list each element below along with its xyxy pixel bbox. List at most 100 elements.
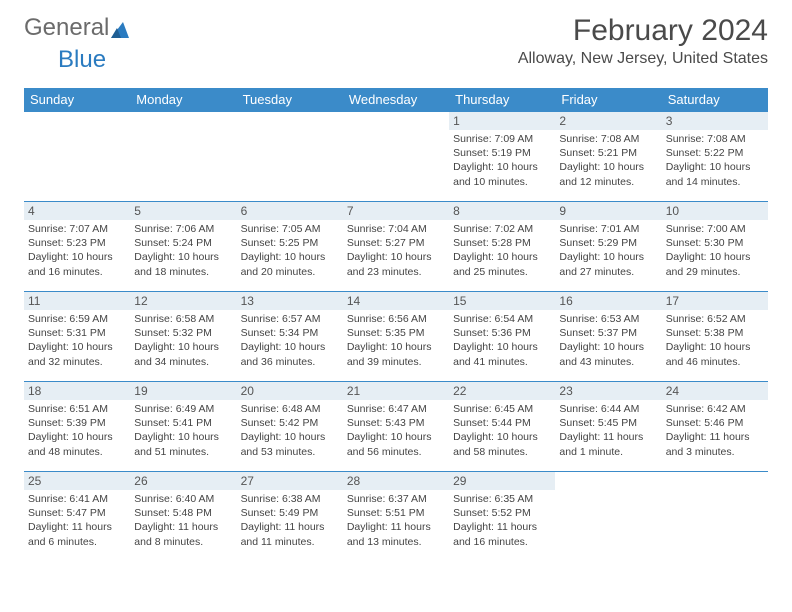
weekday-header: Tuesday: [237, 88, 343, 112]
day-detail: Sunrise: 7:08 AMSunset: 5:21 PMDaylight:…: [555, 130, 661, 189]
calendar-day-cell: 1Sunrise: 7:09 AMSunset: 5:19 PMDaylight…: [449, 112, 555, 202]
calendar-day-cell: 4Sunrise: 7:07 AMSunset: 5:23 PMDaylight…: [24, 202, 130, 292]
day-detail: Sunrise: 7:01 AMSunset: 5:29 PMDaylight:…: [555, 220, 661, 279]
day-number: 22: [449, 382, 555, 400]
day-detail: Sunrise: 7:00 AMSunset: 5:30 PMDaylight:…: [662, 220, 768, 279]
day-number: 12: [130, 292, 236, 310]
day-detail: Sunrise: 6:51 AMSunset: 5:39 PMDaylight:…: [24, 400, 130, 459]
calendar-day-cell: 7Sunrise: 7:04 AMSunset: 5:27 PMDaylight…: [343, 202, 449, 292]
day-number: 16: [555, 292, 661, 310]
day-number: 20: [237, 382, 343, 400]
day-detail: Sunrise: 6:37 AMSunset: 5:51 PMDaylight:…: [343, 490, 449, 549]
calendar-day-cell: 16Sunrise: 6:53 AMSunset: 5:37 PMDayligh…: [555, 292, 661, 382]
day-detail: Sunrise: 7:02 AMSunset: 5:28 PMDaylight:…: [449, 220, 555, 279]
calendar-table: SundayMondayTuesdayWednesdayThursdayFrid…: [24, 88, 768, 562]
day-detail: Sunrise: 7:06 AMSunset: 5:24 PMDaylight:…: [130, 220, 236, 279]
logo-text-blue: Blue: [58, 46, 106, 73]
day-number: 10: [662, 202, 768, 220]
calendar-day-cell: 27Sunrise: 6:38 AMSunset: 5:49 PMDayligh…: [237, 472, 343, 562]
calendar-day-cell: 11Sunrise: 6:59 AMSunset: 5:31 PMDayligh…: [24, 292, 130, 382]
day-detail: Sunrise: 7:07 AMSunset: 5:23 PMDaylight:…: [24, 220, 130, 279]
day-number: 18: [24, 382, 130, 400]
calendar-empty-cell: [343, 112, 449, 202]
calendar-empty-cell: [662, 472, 768, 562]
logo-text-general: General: [24, 14, 109, 42]
logo: General: [24, 14, 113, 42]
calendar-day-cell: 22Sunrise: 6:45 AMSunset: 5:44 PMDayligh…: [449, 382, 555, 472]
calendar-day-cell: 9Sunrise: 7:01 AMSunset: 5:29 PMDaylight…: [555, 202, 661, 292]
day-number: 14: [343, 292, 449, 310]
calendar-day-cell: 25Sunrise: 6:41 AMSunset: 5:47 PMDayligh…: [24, 472, 130, 562]
calendar-week-row: 18Sunrise: 6:51 AMSunset: 5:39 PMDayligh…: [24, 382, 768, 472]
calendar-day-cell: 18Sunrise: 6:51 AMSunset: 5:39 PMDayligh…: [24, 382, 130, 472]
day-number: 21: [343, 382, 449, 400]
day-number: 28: [343, 472, 449, 490]
day-number: 1: [449, 112, 555, 130]
calendar-day-cell: 17Sunrise: 6:52 AMSunset: 5:38 PMDayligh…: [662, 292, 768, 382]
day-detail: Sunrise: 6:58 AMSunset: 5:32 PMDaylight:…: [130, 310, 236, 369]
calendar-day-cell: 21Sunrise: 6:47 AMSunset: 5:43 PMDayligh…: [343, 382, 449, 472]
calendar-week-row: 4Sunrise: 7:07 AMSunset: 5:23 PMDaylight…: [24, 202, 768, 292]
weekday-header: Sunday: [24, 88, 130, 112]
calendar-day-cell: 15Sunrise: 6:54 AMSunset: 5:36 PMDayligh…: [449, 292, 555, 382]
day-number: 5: [130, 202, 236, 220]
calendar-empty-cell: [130, 112, 236, 202]
day-detail: Sunrise: 7:05 AMSunset: 5:25 PMDaylight:…: [237, 220, 343, 279]
calendar-day-cell: 12Sunrise: 6:58 AMSunset: 5:32 PMDayligh…: [130, 292, 236, 382]
day-detail: Sunrise: 6:38 AMSunset: 5:49 PMDaylight:…: [237, 490, 343, 549]
calendar-day-cell: 13Sunrise: 6:57 AMSunset: 5:34 PMDayligh…: [237, 292, 343, 382]
day-number: 11: [24, 292, 130, 310]
location-text: Alloway, New Jersey, United States: [518, 50, 768, 68]
day-number: 8: [449, 202, 555, 220]
day-number: 6: [237, 202, 343, 220]
calendar-body: 1Sunrise: 7:09 AMSunset: 5:19 PMDaylight…: [24, 112, 768, 562]
calendar-day-cell: 2Sunrise: 7:08 AMSunset: 5:21 PMDaylight…: [555, 112, 661, 202]
day-detail: Sunrise: 6:42 AMSunset: 5:46 PMDaylight:…: [662, 400, 768, 459]
day-number: 9: [555, 202, 661, 220]
calendar-empty-cell: [24, 112, 130, 202]
day-detail: Sunrise: 6:44 AMSunset: 5:45 PMDaylight:…: [555, 400, 661, 459]
day-detail: Sunrise: 7:09 AMSunset: 5:19 PMDaylight:…: [449, 130, 555, 189]
calendar-empty-cell: [555, 472, 661, 562]
day-detail: Sunrise: 6:48 AMSunset: 5:42 PMDaylight:…: [237, 400, 343, 459]
calendar-day-cell: 14Sunrise: 6:56 AMSunset: 5:35 PMDayligh…: [343, 292, 449, 382]
weekday-header: Friday: [555, 88, 661, 112]
day-number: 19: [130, 382, 236, 400]
day-detail: Sunrise: 6:52 AMSunset: 5:38 PMDaylight:…: [662, 310, 768, 369]
calendar-day-cell: 19Sunrise: 6:49 AMSunset: 5:41 PMDayligh…: [130, 382, 236, 472]
day-detail: Sunrise: 6:57 AMSunset: 5:34 PMDaylight:…: [237, 310, 343, 369]
day-number: 26: [130, 472, 236, 490]
calendar-week-row: 25Sunrise: 6:41 AMSunset: 5:47 PMDayligh…: [24, 472, 768, 562]
weekday-header-row: SundayMondayTuesdayWednesdayThursdayFrid…: [24, 88, 768, 112]
calendar-day-cell: 23Sunrise: 6:44 AMSunset: 5:45 PMDayligh…: [555, 382, 661, 472]
day-detail: Sunrise: 6:45 AMSunset: 5:44 PMDaylight:…: [449, 400, 555, 459]
calendar-day-cell: 20Sunrise: 6:48 AMSunset: 5:42 PMDayligh…: [237, 382, 343, 472]
calendar-week-row: 1Sunrise: 7:09 AMSunset: 5:19 PMDaylight…: [24, 112, 768, 202]
weekday-header: Saturday: [662, 88, 768, 112]
weekday-header: Monday: [130, 88, 236, 112]
day-number: 27: [237, 472, 343, 490]
day-detail: Sunrise: 6:59 AMSunset: 5:31 PMDaylight:…: [24, 310, 130, 369]
calendar-day-cell: 26Sunrise: 6:40 AMSunset: 5:48 PMDayligh…: [130, 472, 236, 562]
logo-sail-icon: [109, 20, 131, 40]
day-detail: Sunrise: 6:47 AMSunset: 5:43 PMDaylight:…: [343, 400, 449, 459]
calendar-day-cell: 24Sunrise: 6:42 AMSunset: 5:46 PMDayligh…: [662, 382, 768, 472]
calendar-empty-cell: [237, 112, 343, 202]
month-title: February 2024: [518, 14, 768, 48]
day-number: 23: [555, 382, 661, 400]
day-detail: Sunrise: 6:56 AMSunset: 5:35 PMDaylight:…: [343, 310, 449, 369]
title-block: February 2024 Alloway, New Jersey, Unite…: [518, 14, 768, 68]
day-detail: Sunrise: 6:35 AMSunset: 5:52 PMDaylight:…: [449, 490, 555, 549]
day-number: 13: [237, 292, 343, 310]
day-number: 17: [662, 292, 768, 310]
day-number: 15: [449, 292, 555, 310]
day-number: 25: [24, 472, 130, 490]
day-number: 7: [343, 202, 449, 220]
day-detail: Sunrise: 6:54 AMSunset: 5:36 PMDaylight:…: [449, 310, 555, 369]
day-detail: Sunrise: 6:53 AMSunset: 5:37 PMDaylight:…: [555, 310, 661, 369]
day-number: 2: [555, 112, 661, 130]
calendar-day-cell: 8Sunrise: 7:02 AMSunset: 5:28 PMDaylight…: [449, 202, 555, 292]
calendar-day-cell: 28Sunrise: 6:37 AMSunset: 5:51 PMDayligh…: [343, 472, 449, 562]
day-detail: Sunrise: 6:40 AMSunset: 5:48 PMDaylight:…: [130, 490, 236, 549]
weekday-header: Wednesday: [343, 88, 449, 112]
